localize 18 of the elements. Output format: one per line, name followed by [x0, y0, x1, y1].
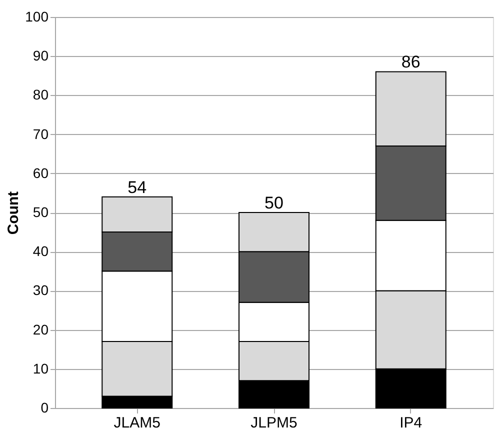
y-tick-label: 30 — [32, 282, 49, 298]
y-tick-label: 50 — [32, 204, 49, 220]
y-tick-label: 80 — [32, 86, 49, 103]
total-label: 86 — [401, 52, 420, 72]
y-tick-label: 60 — [32, 164, 49, 181]
y-tick-label: 10 — [32, 360, 49, 376]
y-tick-label: 0 — [40, 400, 49, 416]
y-tick-label: 100 — [25, 8, 49, 24]
x-tick-label: JLPM5 — [250, 414, 298, 432]
y-tick-label: 90 — [32, 48, 49, 64]
total-label: 50 — [264, 194, 284, 212]
y-axis-title: Count — [5, 191, 22, 235]
y-tick-label: 20 — [32, 321, 49, 338]
y-tick-label: 70 — [32, 126, 49, 142]
y-tick-label: 40 — [32, 243, 49, 260]
x-tick-label: IP4 — [400, 414, 422, 432]
x-tick-label: JLAM5 — [114, 414, 160, 432]
total-label: 54 — [128, 178, 147, 197]
